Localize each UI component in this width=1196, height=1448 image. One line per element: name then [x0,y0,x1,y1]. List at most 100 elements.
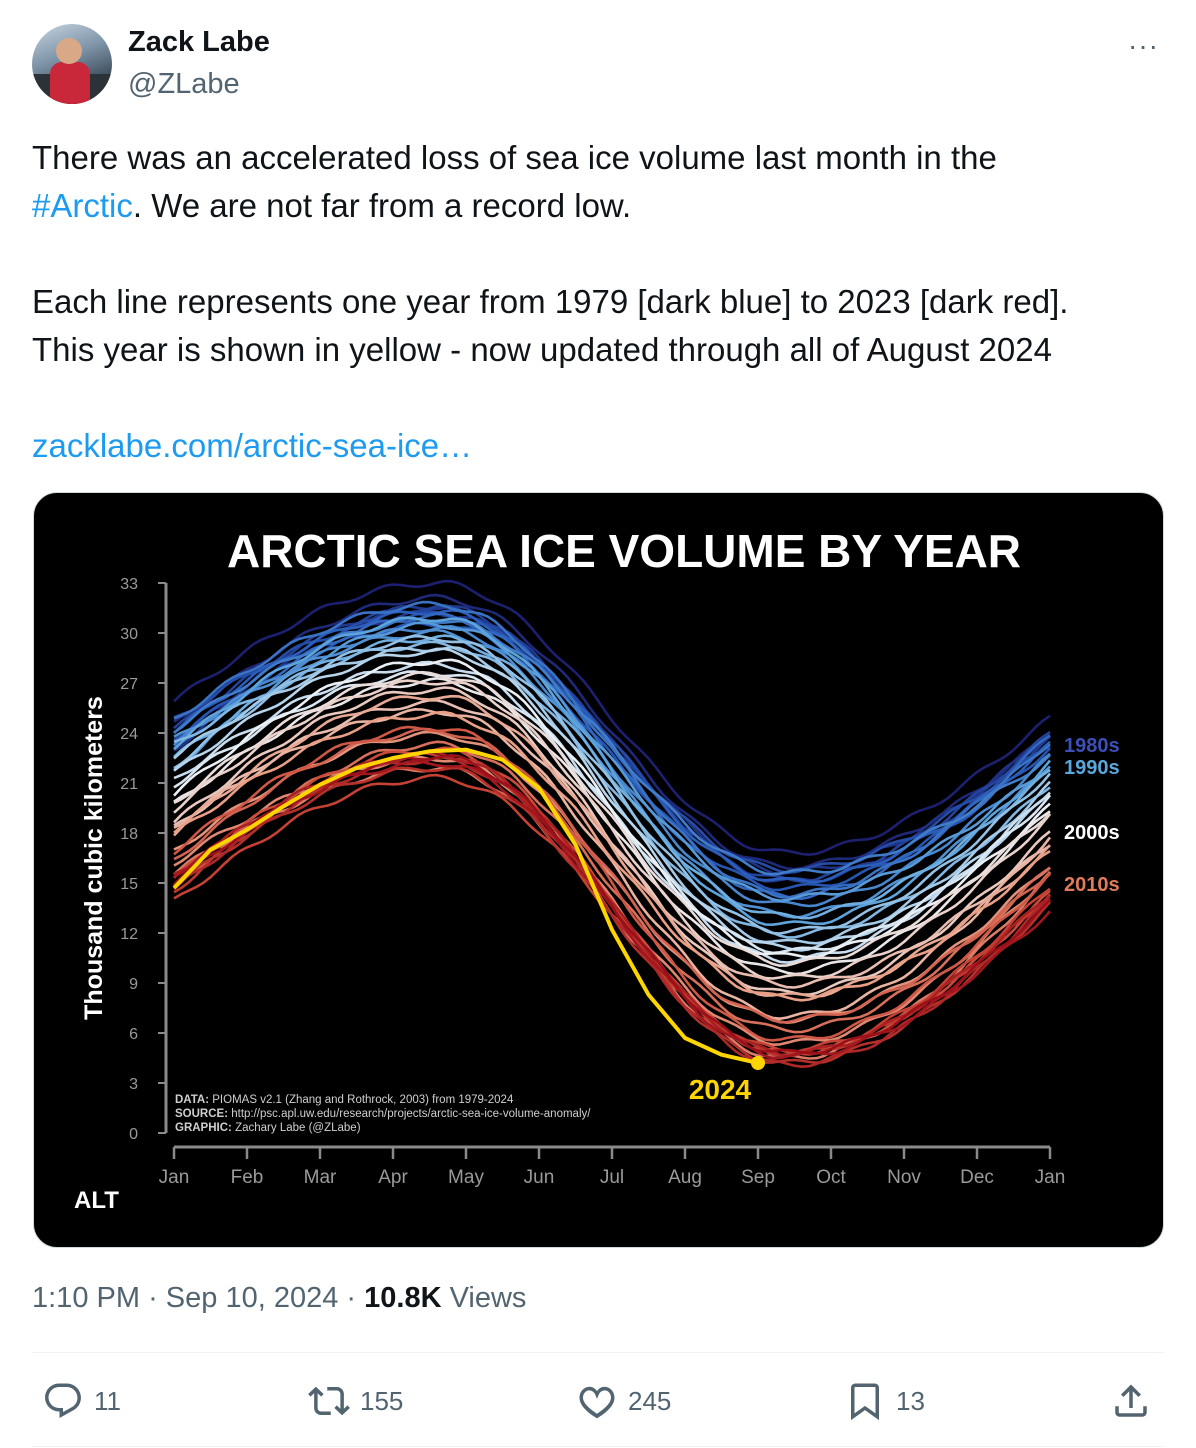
series-line-1988 [173,600,1051,899]
y-axis-label: Thousand cubic kilometers [80,696,108,1020]
series-line-2020 [173,755,1051,1068]
series-line-2009 [173,710,1051,1002]
repost-button[interactable]: 155 [308,1378,403,1424]
tweet-line-1: There was an accelerated loss of sea ice… [32,139,997,176]
series-line-1997 [173,646,1051,945]
heart-icon [579,1386,615,1419]
y-tick-label: 33 [120,576,138,593]
avatar-figure [50,62,90,104]
author-name[interactable]: Zack Labe [128,26,270,58]
svg-text:DATA: PIOMAS v2.1 (Zhang and R: DATA: PIOMAS v2.1 (Zhang and Rothrock, 2… [175,1094,514,1106]
tweet-line-3: Each line represents one year from 1979 … [32,283,1069,320]
series-line-2015 [173,725,1052,1042]
x-tick-label: Jan [159,1167,190,1188]
chart-title: ARCTIC SEA ICE VOLUME BY YEAR [227,525,1021,577]
divider [32,1352,1164,1353]
repost-count: 155 [360,1385,404,1416]
y-tick-label: 24 [120,726,138,743]
x-tick-label: Aug [668,1167,702,1188]
legend-1990s: 1990s [1064,757,1120,779]
reply-button[interactable]: 11 [42,1378,121,1424]
x-tick-label: Sep [741,1167,775,1188]
chart-credits: DATA: PIOMAS v2.1 (Zhang and Rothrock, 2… [175,1094,591,1134]
tweet-line-2-text: . We are not far from a record low. [132,187,632,224]
views-label: Views [449,1282,527,1314]
views-count: 10.8K [364,1282,442,1314]
series-line-2014 [173,727,1051,1024]
series-2024-endpoint [751,1056,765,1070]
credit-source: http://psc.apl.uw.edu/research/projects/… [231,1108,591,1120]
series-line-2004 [173,679,1052,980]
x-tick-label: Jan [1035,1167,1066,1188]
chart-svg: ARCTIC SEA ICE VOLUME BY YEAR Thousand c… [80,525,1120,1188]
y-tick-label: 9 [129,976,138,993]
tweet-line-2: #Arctic. We are not far from a record lo… [32,182,1152,230]
repost-icon [308,1386,350,1416]
y-tick-label: 30 [120,626,138,643]
series-line-1995 [173,640,1051,939]
chart-axes: 0 3 6 9 12 15 18 21 24 27 30 33 Jan Feb Mar Apr May Jun Ju… [120,576,1065,1188]
author-handle[interactable]: @ZLabe [128,68,240,100]
bookmark-button[interactable]: 13 [844,1378,925,1424]
x-tick-label: Oct [816,1167,846,1188]
chart-highlight-series: 2024 [172,747,765,1105]
reply-icon [45,1383,81,1418]
series-line-2001 [173,658,1051,959]
tweet-time[interactable]: 1:10 PM [32,1282,140,1314]
tweet-line-4: This year is shown in yellow - now updat… [32,331,1052,368]
series-line-1980 [173,593,1051,871]
y-tick-label: 6 [129,1026,138,1043]
share-icon [1115,1384,1147,1417]
series-line-1998 [173,647,1051,952]
credit-source-label: SOURCE: [175,1108,228,1120]
credit-graphic-label: GRAPHIC: [175,1122,232,1134]
legend-2010s: 2010s [1064,874,1120,896]
y-tick-label: 18 [120,826,138,843]
avatar-face [56,38,82,64]
x-tick-label: Jul [600,1167,624,1188]
avatar[interactable] [32,24,112,104]
y-tick-label: 27 [120,676,138,693]
share-button[interactable] [1110,1378,1162,1424]
legend-1980s: 1980s [1064,735,1120,757]
series-line-2003 [173,670,1051,967]
legend-2000s: 2000s [1064,822,1120,844]
bookmark-count: 13 [896,1385,925,1416]
x-tick-label: May [448,1167,484,1188]
series-line-2007 [173,708,1052,1020]
x-tick-label: Feb [231,1167,264,1188]
y-tick-label: 0 [129,1126,138,1143]
y-tick-label: 12 [120,926,138,943]
series-2024-label: 2024 [689,1074,752,1105]
series-line-1993 [173,616,1051,926]
chart-series-lines [173,579,1052,1068]
series-line-1979 [173,579,1051,856]
credit-data-label: DATA: [175,1094,209,1106]
svg-text:SOURCE: http://psc.apl.uw.edu/: SOURCE: http://psc.apl.uw.edu/research/p… [175,1108,591,1120]
tweet-meta: 1:10 PM · Sep 10, 2024 · 10.8K Views [32,1282,527,1314]
y-tick-label: 21 [120,776,138,793]
tweet-date[interactable]: Sep 10, 2024 [165,1282,339,1314]
series-line-2024 [172,747,759,1065]
like-button[interactable]: 245 [576,1378,671,1424]
series-line-1987 [173,612,1051,900]
like-count: 245 [628,1385,672,1416]
y-tick-label: 15 [120,876,138,893]
svg-text:GRAPHIC: Zachary Labe (@ZLabe): GRAPHIC: Zachary Labe (@ZLabe) [175,1122,361,1134]
hashtag-link[interactable]: #Arctic [32,187,133,224]
credit-graphic: Zachary Labe (@ZLabe) [235,1122,361,1134]
tweet-text: There was an accelerated loss of sea ice… [32,134,1152,470]
series-line-1984 [173,610,1051,874]
reply-count: 11 [94,1385,121,1416]
external-link[interactable]: zacklabe.com/arctic-sea-ice… [32,427,473,464]
alt-text-button[interactable]: ALT [74,1187,119,1214]
x-tick-label: Dec [960,1167,994,1188]
bookmark-icon [851,1383,879,1421]
series-line-2006 [173,698,1051,989]
tweet-media-chart[interactable]: ARCTIC SEA ICE VOLUME BY YEAR Thousand c… [33,492,1164,1248]
series-line-1992 [173,621,1051,902]
x-tick-label: Jun [524,1167,555,1188]
more-options-icon[interactable]: ··· [1128,30,1159,61]
credit-data: PIOMAS v2.1 (Zhang and Rothrock, 2003) f… [212,1094,514,1106]
